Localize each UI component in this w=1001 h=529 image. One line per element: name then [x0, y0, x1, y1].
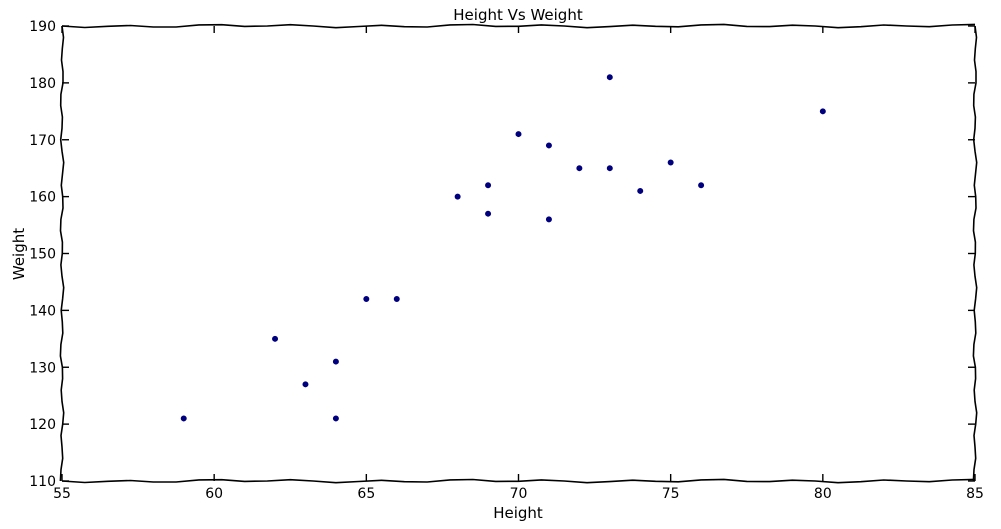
y-tick-label: 190	[29, 19, 56, 35]
scatter-point	[667, 159, 674, 166]
scatter-point	[363, 296, 370, 302]
x-tick-label: 85	[966, 486, 984, 502]
x-axis: 55 60 65 70 75 80 85	[53, 26, 984, 502]
scatter-point	[485, 182, 492, 189]
scatter-point	[545, 142, 552, 149]
y-tick-label: 160	[29, 190, 56, 206]
plot-area	[59, 23, 978, 484]
data-points	[180, 74, 826, 422]
scatter-point	[302, 381, 309, 388]
y-tick-label: 110	[29, 474, 56, 490]
scatter-point	[698, 182, 705, 189]
scatter-point	[332, 415, 339, 422]
scatter-point	[180, 415, 187, 422]
x-tick-label: 55	[53, 486, 71, 502]
y-tick-label: 140	[29, 303, 56, 319]
scatter-point	[606, 165, 613, 172]
x-axis-label: Height	[493, 504, 543, 522]
x-tick-label: 75	[662, 486, 680, 502]
x-tick-label: 65	[357, 486, 375, 502]
y-axis-label: Weight	[10, 228, 28, 280]
y-tick-label: 170	[29, 133, 56, 149]
x-tick-label: 70	[510, 486, 528, 502]
x-tick-label: 60	[205, 486, 223, 502]
scatter-point	[576, 165, 583, 172]
y-tick-label: 120	[29, 417, 56, 433]
scatter-point	[606, 74, 613, 81]
x-tick-label: 80	[814, 486, 832, 502]
scatter-point	[272, 335, 279, 342]
y-tick-label: 180	[29, 76, 56, 92]
scatter-point	[819, 108, 826, 115]
scatter-point	[393, 296, 400, 302]
scatter-point	[515, 131, 522, 138]
scatter-point	[637, 187, 644, 194]
scatter-point	[545, 216, 552, 223]
plot-background	[62, 26, 975, 481]
scatter-point	[485, 210, 492, 217]
chart-title: Height Vs Weight	[453, 6, 583, 24]
y-tick-label: 150	[29, 247, 56, 263]
y-tick-label: 130	[29, 360, 56, 376]
frame-right	[972, 25, 978, 482]
y-axis: 110 120 130 140 150 160 170 180 190	[29, 19, 975, 490]
scatter-point	[454, 193, 461, 200]
scatter-point	[332, 358, 339, 365]
